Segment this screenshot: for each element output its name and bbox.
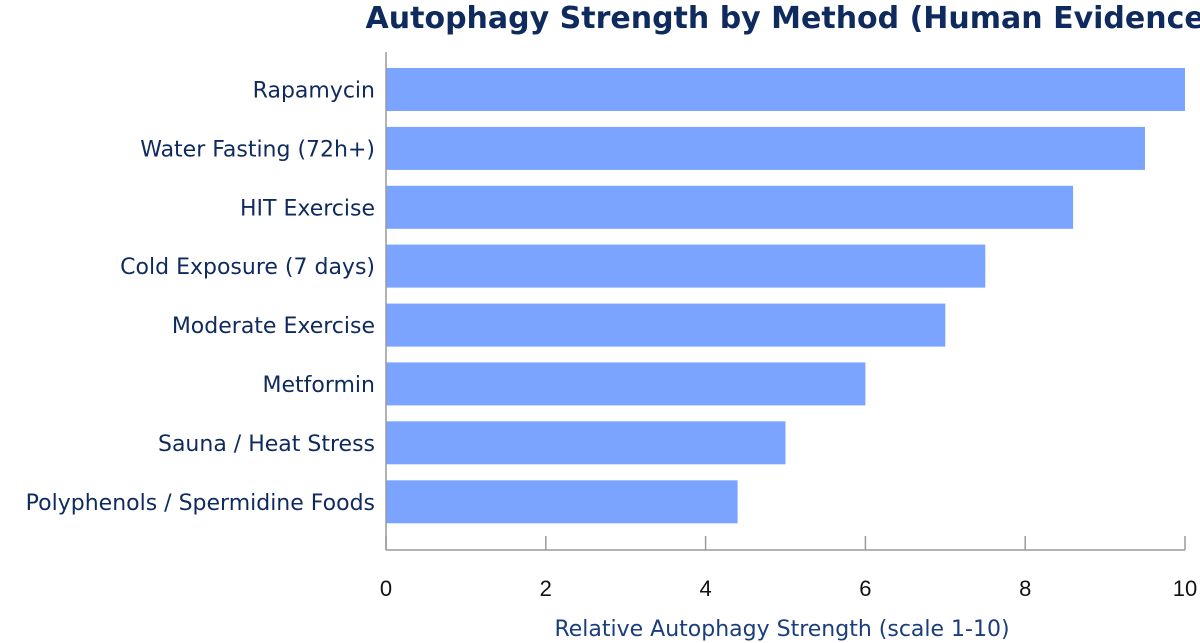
x-tick-label: 4	[699, 576, 711, 601]
bar	[386, 303, 946, 347]
category-label: Metformin	[263, 373, 376, 398]
chart-title: Autophagy Strength by Method (Human Evid…	[366, 1, 1200, 36]
x-tick-label: 0	[380, 576, 392, 601]
category-label: Water Fasting (72h+)	[140, 137, 375, 162]
bar	[386, 185, 1074, 229]
x-axis	[385, 52, 1185, 551]
category-label: Cold Exposure (7 days)	[120, 255, 375, 280]
bar	[386, 480, 738, 524]
x-tick-label: 2	[540, 576, 552, 601]
x-axis-ticks-group: 0 2 4 6 8 10	[380, 536, 1197, 601]
category-labels-group: Rapamycin Water Fasting (72h+) HIT Exercis…	[26, 79, 375, 516]
bar	[386, 362, 866, 406]
category-label: HIT Exercise	[240, 196, 375, 221]
category-label: Sauna / Heat Stress	[158, 432, 375, 457]
x-axis-title: Relative Autophagy Strength (scale 1-10)	[554, 617, 1009, 642]
bars-group	[386, 68, 1185, 524]
bar	[386, 421, 786, 465]
bar	[386, 126, 1145, 170]
category-label: Moderate Exercise	[172, 314, 375, 339]
bar	[386, 68, 1185, 111]
category-label: Rapamycin	[253, 79, 375, 104]
category-label: Polyphenols / Spermidine Foods	[26, 491, 375, 516]
x-tick-label: 8	[1019, 576, 1031, 601]
x-tick-label: 6	[859, 576, 871, 601]
bar	[386, 244, 986, 288]
x-tick-label: 10	[1173, 576, 1197, 601]
